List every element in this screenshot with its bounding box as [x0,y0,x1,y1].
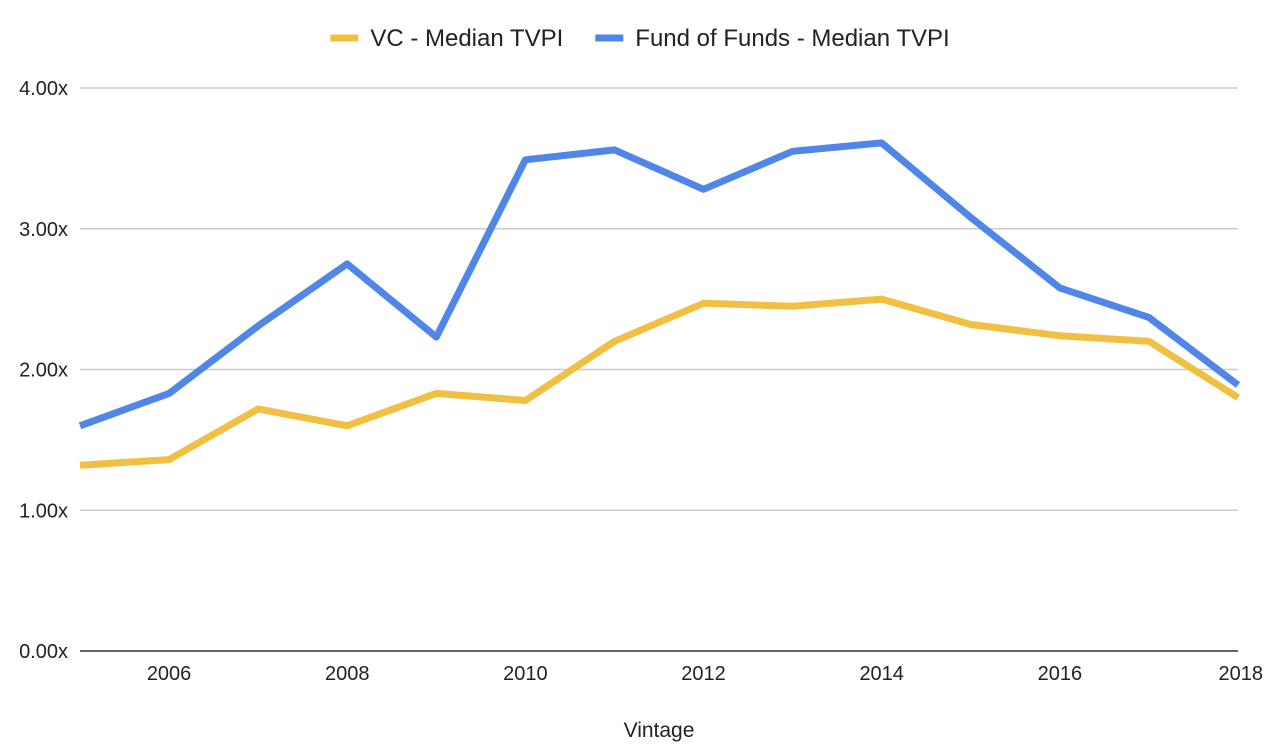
x-tick-label: 2014 [859,663,904,685]
x-tick-label: 2016 [1038,663,1083,685]
x-tick-label: 2010 [503,663,548,685]
x-tick-label: 2006 [147,663,192,685]
legend-label: Fund of Funds - Median TVPI [635,25,949,52]
y-tick-label: 4.00x [19,78,68,100]
chart-legend: VC - Median TVPI Fund of Funds - Median T… [330,25,950,52]
series-line-vc [79,295,1240,469]
legend-label: VC - Median TVPI [370,25,563,52]
y-tick-label: 0.00x [19,641,68,663]
y-tick-label: 1.00x [19,500,68,522]
x-axis: 2006 2008 2010 2012 2014 2016 2018 [147,663,1263,685]
y-tick-label: 2.00x [19,360,68,382]
x-tick-label: 2012 [681,663,726,685]
y-axis: 0.00x 1.00x 2.00x 3.00x 4.00x [19,78,68,663]
series-line-fund-of-funds [78,139,1241,430]
y-tick-label: 3.00x [19,219,68,241]
chart-series [78,139,1241,469]
legend-item-fund-of-funds: Fund of Funds - Median TVPI [595,25,950,52]
chart-gridlines [80,87,1238,652]
x-tick-label: 2008 [325,663,370,685]
legend-item-vc: VC - Median TVPI [330,25,563,52]
x-tick-label: 2018 [1219,663,1264,685]
x-axis-title: Vintage [624,719,695,742]
